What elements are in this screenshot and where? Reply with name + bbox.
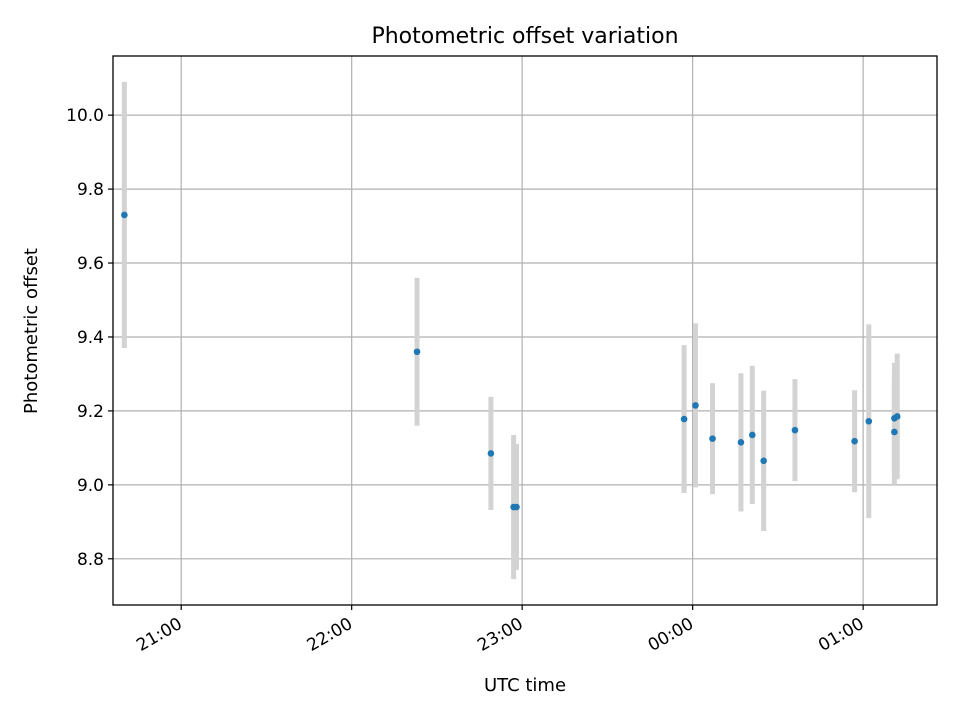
y-tick-label: 9.4	[77, 328, 104, 348]
chart-title: Photometric offset variation	[371, 24, 678, 49]
grid	[113, 56, 937, 605]
y-tick-label: 10.0	[66, 106, 104, 126]
data-point	[891, 428, 898, 436]
data-point	[749, 431, 756, 439]
data-point	[737, 439, 745, 446]
y-tick-label: 9.6	[77, 254, 104, 274]
y-tick-label: 9.8	[77, 180, 104, 200]
data-point	[692, 402, 699, 409]
data-point	[513, 503, 520, 511]
x-axis-label: UTC time	[484, 675, 566, 696]
data-point	[413, 348, 421, 356]
data-point	[851, 437, 858, 445]
data-point	[709, 435, 716, 442]
y-tick-label: 9.0	[77, 476, 104, 496]
data-point	[865, 417, 873, 425]
y-tick-label: 8.8	[77, 550, 104, 570]
data-point	[791, 426, 799, 434]
data-point	[121, 211, 128, 219]
data-point	[893, 413, 901, 420]
plot-area-frame	[112, 55, 938, 606]
data-points	[121, 211, 901, 511]
data-point	[760, 457, 767, 465]
y-axis-label: Photometric offset	[21, 248, 42, 414]
data-point	[680, 415, 688, 423]
data-point	[487, 450, 495, 457]
y-tick-label: 9.2	[77, 402, 104, 422]
